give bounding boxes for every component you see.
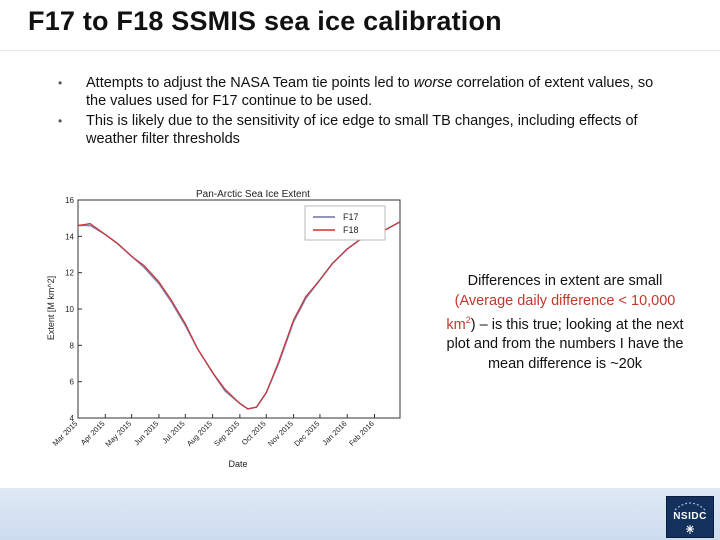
note-superscript: 2 — [465, 315, 471, 325]
y-axis-label: Extent [M km^2] — [46, 276, 56, 340]
chart-title: Pan-Arctic Sea Ice Extent — [196, 189, 310, 200]
legend-box — [304, 205, 386, 241]
note-line-3: ) – is this true; looking at the next pl… — [446, 316, 684, 372]
note-line-2: (Average daily difference < 10,000 km — [446, 292, 676, 333]
y-tick-label: 6 — [70, 378, 75, 387]
logo-arc-icon — [674, 502, 706, 534]
x-tick-label: Mar 2015 — [51, 419, 80, 448]
bullet-emphasis: worse — [413, 75, 453, 91]
difference-note: Differences in extent are small (Average… — [440, 272, 690, 374]
series-line-f18 — [77, 221, 401, 410]
y-tick-label: 4 — [70, 414, 75, 423]
footer-band — [0, 488, 720, 540]
bullet-item: • Attempts to adjust the NASA Team tie p… — [56, 74, 656, 110]
x-tick-label: Jul 2015 — [160, 419, 186, 445]
bullet-icon: • — [58, 114, 63, 128]
logo-text: NSIDC — [673, 511, 707, 522]
legend-label: F17 — [343, 212, 359, 222]
bullet-item: • This is likely due to the sensitivity … — [56, 112, 656, 148]
x-tick-label: Aug 2015 — [185, 419, 214, 448]
title-divider — [0, 50, 720, 51]
bullet-text-pre: Attempts to adjust the NASA Team tie poi… — [86, 75, 414, 91]
x-axis-label: Date — [228, 459, 247, 469]
bullet-icon: • — [58, 76, 63, 90]
bullet-list: • Attempts to adjust the NASA Team tie p… — [56, 74, 656, 150]
y-tick-label: 10 — [65, 305, 74, 314]
y-tick-label: 8 — [70, 341, 75, 350]
nsidc-logo: NSIDC — [666, 496, 714, 538]
slide-title: F17 to F18 SSMIS sea ice calibration — [28, 6, 502, 36]
x-tick-label: Oct 2015 — [240, 419, 268, 447]
x-tick-label: May 2015 — [103, 419, 133, 449]
x-tick-label: Jun 2015 — [132, 419, 160, 447]
x-tick-label: Jan 2016 — [320, 419, 348, 447]
bullet-text-post: correlation of extent values, so the val… — [86, 75, 654, 109]
extent-chart: Pan-Arctic Sea Ice Extent Date Extent [M… — [40, 184, 410, 474]
x-tick-label: Sep 2015 — [212, 419, 241, 448]
extent-chart-svg: Pan-Arctic Sea Ice Extent Date Extent [M… — [46, 189, 401, 469]
x-tick-label: Dec 2015 — [292, 419, 321, 448]
x-tick-label: Feb 2016 — [347, 419, 376, 448]
note-line-1: Differences in extent are small — [467, 273, 663, 289]
y-tick-label: 14 — [65, 232, 74, 241]
bullet-text-pre: This is likely due to the sensitivity of… — [86, 113, 638, 147]
y-tick-label: 16 — [65, 196, 74, 205]
y-tick-label: 12 — [65, 269, 74, 278]
legend-label: F18 — [343, 225, 359, 235]
x-tick-label: Nov 2015 — [266, 419, 295, 448]
